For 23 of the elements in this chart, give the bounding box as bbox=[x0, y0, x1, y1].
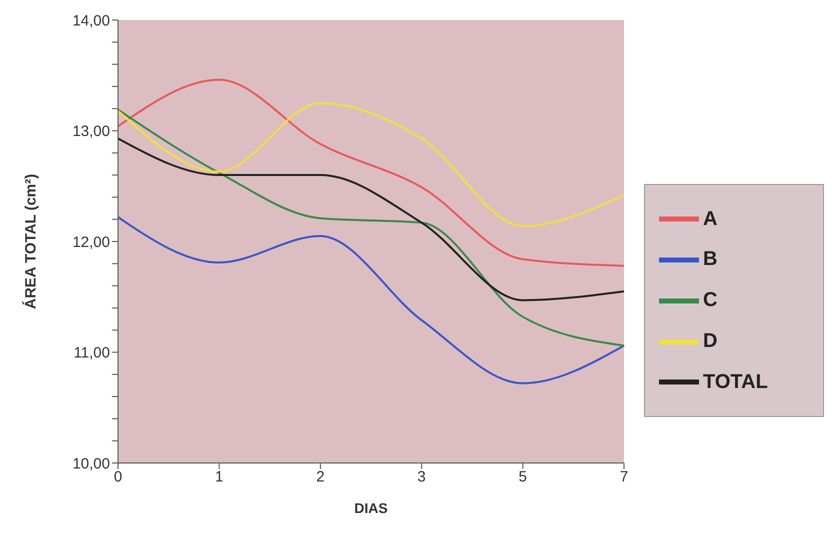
x-axis-title: DIAS bbox=[354, 500, 388, 516]
y-tick-label: 11,00 bbox=[74, 344, 110, 362]
x-tick-label: 1 bbox=[215, 468, 224, 486]
line-series bbox=[117, 138, 625, 302]
y-tick-label: 14,00 bbox=[72, 12, 110, 30]
line-series bbox=[117, 216, 625, 384]
y-tick-label: 10,00 bbox=[72, 455, 110, 472]
y-tick-label: 13,00 bbox=[72, 123, 110, 140]
legend-label: C bbox=[703, 289, 718, 312]
legend-label: A bbox=[703, 208, 718, 230]
x-tick-label: 5 bbox=[518, 468, 527, 486]
legend-label: TOTAL bbox=[703, 370, 768, 393]
x-tick-label: 0 bbox=[114, 468, 122, 486]
legend-label: B bbox=[703, 248, 718, 270]
line-series bbox=[117, 78, 625, 267]
x-tick-label: 2 bbox=[316, 468, 325, 486]
legend-label: D bbox=[703, 330, 718, 352]
x-tick-label: 3 bbox=[417, 468, 426, 486]
x-tick-label: 7 bbox=[620, 468, 628, 486]
line-series bbox=[117, 108, 625, 347]
line-series bbox=[117, 102, 625, 227]
y-tick-label: 12,00 bbox=[72, 234, 110, 251]
y-axis-title: ÁREA TOTAL (cm²) bbox=[21, 174, 40, 310]
